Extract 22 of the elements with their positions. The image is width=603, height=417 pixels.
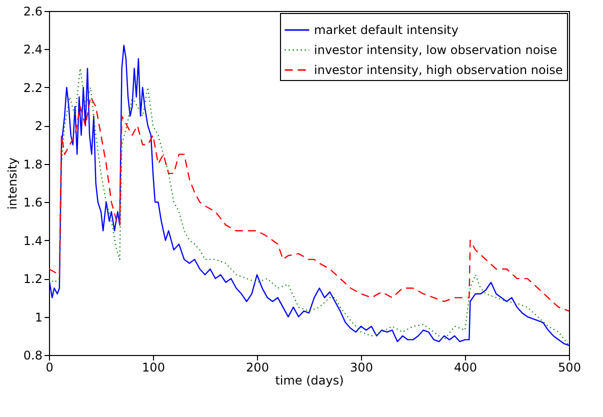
y-tick-label: 2.6 <box>23 4 42 18</box>
y-tick-label: 1 <box>34 310 42 324</box>
x-axis-title: time (days) <box>275 374 344 388</box>
legend-label: market default intensity <box>314 23 458 37</box>
y-tick-label: 0.8 <box>23 348 42 362</box>
legend-label: investor intensity, low observation noise <box>314 43 558 57</box>
y-tick-label: 1.4 <box>23 234 42 248</box>
x-tick-label: 300 <box>350 360 373 374</box>
y-tick-label: 1.8 <box>23 157 42 172</box>
x-tick-label: 500 <box>558 360 581 374</box>
y-tick-label: 1.2 <box>23 272 42 286</box>
x-tick-label: 100 <box>142 360 165 374</box>
y-tick-label: 2 <box>34 119 42 134</box>
y-tick-label: 2.4 <box>23 42 42 57</box>
x-tick-label: 400 <box>454 360 477 374</box>
legend-label: investor intensity, high observation noise <box>314 63 563 77</box>
y-tick-label: 2.2 <box>23 80 42 95</box>
x-tick-label: 0 <box>46 360 54 374</box>
x-tick-label: 200 <box>246 360 269 374</box>
y-axis-title: intensity <box>5 157 20 210</box>
y-tick-label: 1.6 <box>23 196 42 210</box>
line-series <box>49 96 569 312</box>
